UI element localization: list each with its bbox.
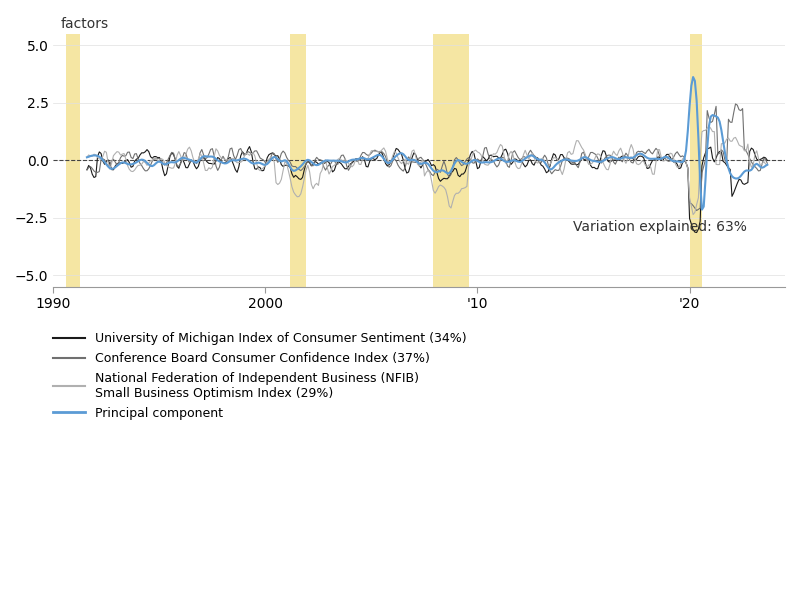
Principal component: [710, 112, 719, 120]
University of Michigan Index of Consumer Sentiment (34%): [570, 160, 579, 168]
Principal component: [688, 73, 698, 81]
Line: National Federation of Independent Business (NFIB)
Small Business Optimism Index (29%): National Federation of Independent Busin…: [87, 126, 767, 214]
University of Michigan Index of Consumer Sentiment (34%): [710, 158, 719, 166]
National Federation of Independent Business (NFIB)
Small Business Optimism Index (29%): [353, 155, 362, 163]
Bar: [66, 33, 80, 287]
Conference Board Consumer Confidence Index (37%): [353, 158, 362, 165]
Conference Board Consumer Confidence Index (37%): [82, 166, 92, 174]
University of Michigan Index of Consumer Sentiment (34%): [354, 156, 364, 163]
Conference Board Consumer Confidence Index (37%): [448, 163, 458, 171]
University of Michigan Index of Consumer Sentiment (34%): [485, 152, 494, 159]
Principal component: [762, 161, 772, 168]
Principal component: [448, 164, 458, 171]
Conference Board Consumer Confidence Index (37%): [646, 149, 655, 156]
University of Michigan Index of Consumer Sentiment (34%): [245, 143, 254, 150]
Line: Conference Board Consumer Confidence Index (37%): Conference Board Consumer Confidence Ind…: [87, 104, 767, 211]
Text: factors: factors: [61, 17, 109, 31]
University of Michigan Index of Consumer Sentiment (34%): [762, 157, 772, 164]
University of Michigan Index of Consumer Sentiment (34%): [450, 164, 459, 172]
National Federation of Independent Business (NFIB)
Small Business Optimism Index (29%): [762, 161, 772, 169]
Principal component: [568, 157, 578, 164]
Conference Board Consumer Confidence Index (37%): [692, 207, 702, 214]
Principal component: [697, 206, 706, 213]
National Federation of Independent Business (NFIB)
Small Business Optimism Index (29%): [704, 123, 714, 130]
Bar: [690, 33, 702, 287]
Bar: [290, 33, 306, 287]
Conference Board Consumer Confidence Index (37%): [708, 118, 718, 125]
Conference Board Consumer Confidence Index (37%): [483, 151, 493, 158]
University of Michigan Index of Consumer Sentiment (34%): [692, 229, 702, 236]
Conference Board Consumer Confidence Index (37%): [730, 100, 740, 107]
National Federation of Independent Business (NFIB)
Small Business Optimism Index (29%): [448, 198, 458, 205]
Principal component: [82, 154, 92, 161]
Line: Principal component: Principal component: [87, 77, 767, 209]
Principal component: [483, 158, 493, 166]
University of Michigan Index of Consumer Sentiment (34%): [648, 157, 658, 164]
Conference Board Consumer Confidence Index (37%): [762, 160, 772, 167]
National Federation of Independent Business (NFIB)
Small Business Optimism Index (29%): [646, 163, 655, 171]
National Federation of Independent Business (NFIB)
Small Business Optimism Index (29%): [82, 154, 92, 161]
National Federation of Independent Business (NFIB)
Small Business Optimism Index (29%): [710, 128, 719, 135]
National Federation of Independent Business (NFIB)
Small Business Optimism Index (29%): [688, 211, 698, 218]
Legend: University of Michigan Index of Consumer Sentiment (34%), Conference Board Consu: University of Michigan Index of Consumer…: [54, 332, 466, 420]
Principal component: [353, 155, 362, 163]
National Federation of Independent Business (NFIB)
Small Business Optimism Index (29%): [483, 161, 493, 169]
Principal component: [646, 155, 655, 163]
Line: University of Michigan Index of Consumer Sentiment (34%): University of Michigan Index of Consumer…: [87, 146, 767, 232]
Conference Board Consumer Confidence Index (37%): [568, 159, 578, 166]
National Federation of Independent Business (NFIB)
Small Business Optimism Index (29%): [568, 150, 578, 157]
Bar: [434, 33, 469, 287]
University of Michigan Index of Consumer Sentiment (34%): [82, 166, 92, 173]
Text: Variation explained: 63%: Variation explained: 63%: [573, 220, 747, 234]
